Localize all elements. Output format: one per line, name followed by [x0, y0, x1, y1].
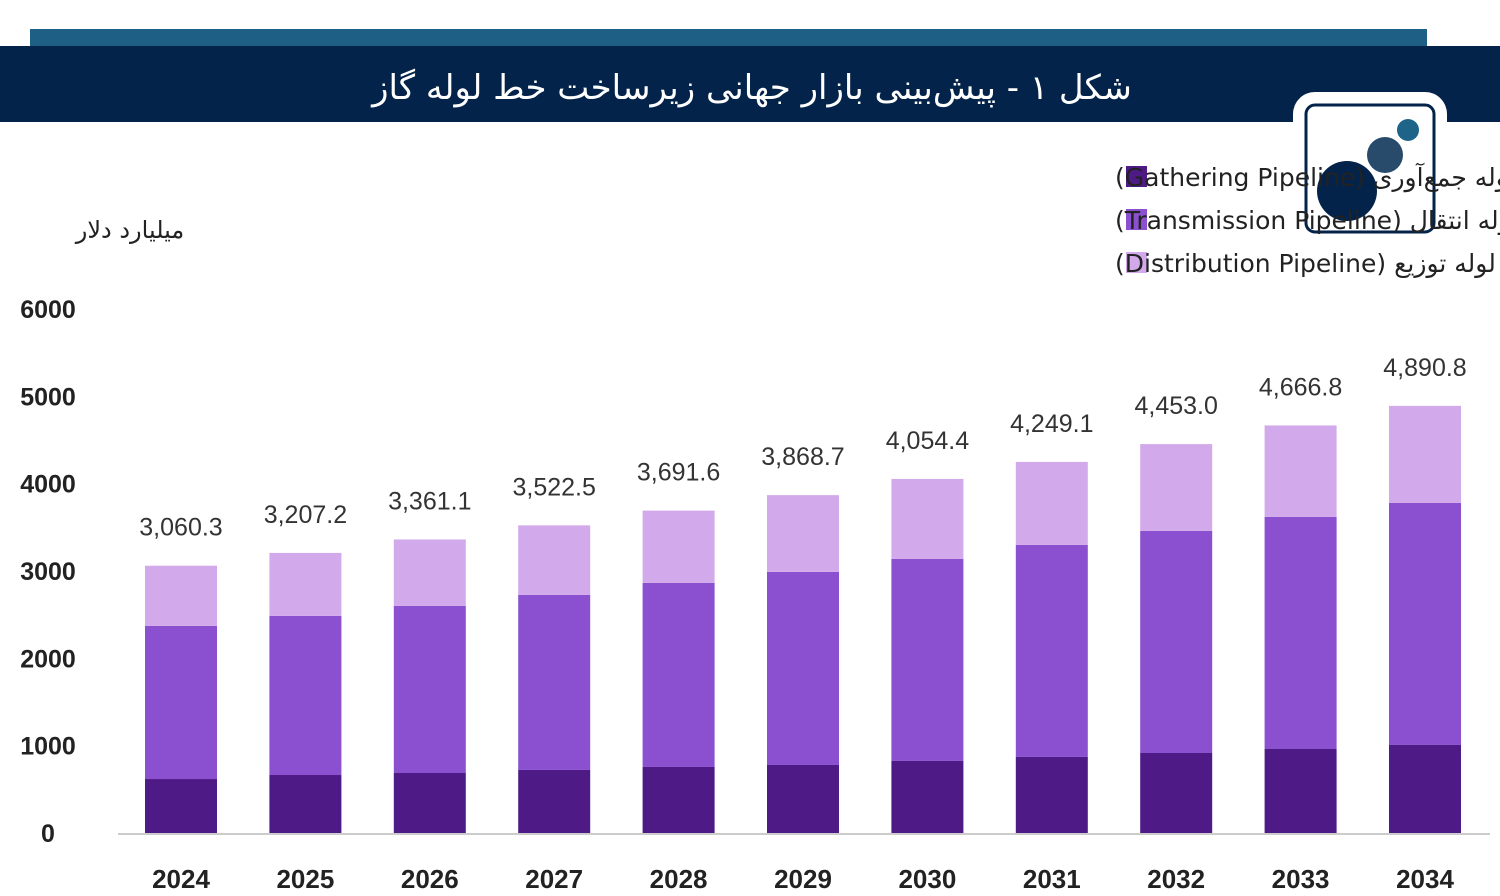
- bar-segment: [1140, 444, 1213, 531]
- x-tick-label: 2026: [401, 864, 459, 894]
- x-tick-label: 2033: [1272, 864, 1330, 894]
- y-tick-label: 2000: [20, 645, 76, 673]
- bar-segment: [1140, 753, 1213, 833]
- x-tick-label: 2031: [1023, 864, 1081, 894]
- bar-segment: [393, 773, 466, 833]
- y-tick-label: 6000: [20, 296, 76, 324]
- bar-segment: [518, 769, 591, 833]
- bar-segment: [269, 552, 342, 616]
- y-tick-label: 5000: [20, 383, 76, 411]
- x-tick-label: 2030: [898, 864, 956, 894]
- bar-segment: [393, 539, 466, 606]
- bar-segment: [891, 558, 964, 761]
- bar-segment: [1389, 405, 1461, 503]
- x-tick-label: 2024: [152, 864, 210, 894]
- bar-segment: [1015, 756, 1088, 833]
- bar-total-label: 4,666.8: [1259, 373, 1342, 401]
- x-tick-label: 2027: [525, 864, 583, 894]
- bar-segment: [1389, 502, 1461, 745]
- chart-title: شکل ۱ - پیش‌بینی بازار جهانی زیرساخت خط …: [370, 68, 1132, 108]
- bar-total-label: 4,890.8: [1383, 354, 1466, 382]
- legend: خط لوله جمع‌آوری (Gathering Pipeline) خط …: [1115, 162, 1500, 279]
- x-tick-label: 2032: [1147, 864, 1205, 894]
- bar-total-label: 3,868.7: [761, 443, 844, 471]
- x-axis: 2024 2025 2026 2027 2028 2029 2030 2031 2032 2033…: [152, 864, 1454, 894]
- bar-segment: [269, 775, 342, 833]
- y-tick-label: 0: [41, 820, 55, 848]
- bar-segment: [1015, 461, 1088, 545]
- legend-swatch: [1126, 252, 1147, 273]
- bar-total-label: 3,060.3: [139, 514, 222, 542]
- x-tick-label: 2029: [774, 864, 832, 894]
- bar-total-label: 3,691.6: [637, 459, 720, 487]
- bar-segment: [145, 565, 217, 626]
- y-tick-label: 3000: [20, 558, 76, 586]
- bar-segment: [518, 594, 591, 770]
- bar-total-label: 3,361.1: [388, 487, 471, 515]
- legend-label: خط لوله توزیع (Distribution Pipeline): [1115, 249, 1500, 279]
- bars: 3,060.3 3,207.2 3,361.1 3,522.5 3,691.6 3,868…: [139, 354, 1467, 833]
- y-axis-unit-label: میلیارد دلار: [75, 216, 184, 244]
- x-tick-label: 2025: [276, 864, 334, 894]
- legend-label: خط لوله انتقال (Transmission Pipeline): [1115, 206, 1500, 235]
- bar-segment: [891, 478, 964, 559]
- bar-segment: [767, 764, 839, 833]
- x-tick-label: 2028: [650, 864, 708, 894]
- bar-segment: [1264, 425, 1337, 517]
- x-tick-label: 2034: [1396, 864, 1454, 894]
- bar-total-label: 4,249.1: [1010, 410, 1093, 438]
- header-strip: [30, 29, 1427, 47]
- bar-segment: [1264, 748, 1337, 833]
- bar-segment: [1140, 530, 1213, 754]
- bar-segment: [1264, 516, 1337, 749]
- bar-segment: [767, 495, 839, 572]
- bar-segment: [1015, 544, 1088, 757]
- y-tick-label: 4000: [20, 471, 76, 499]
- bar-segment: [767, 571, 839, 765]
- legend-swatch: [1126, 166, 1147, 187]
- y-axis: 0 1000 2000 3000 4000 5000 6000: [20, 296, 76, 848]
- legend-label: خط لوله جمع‌آوری (Gathering Pipeline): [1115, 162, 1500, 193]
- legend-swatch: [1126, 209, 1147, 230]
- logo: [1293, 92, 1447, 242]
- header-bar: [0, 46, 1500, 122]
- bar-total-label: 4,453.0: [1134, 392, 1217, 420]
- bar-total-label: 4,054.4: [886, 427, 970, 455]
- bar-total-label: 3,522.5: [512, 473, 595, 501]
- bar-segment: [269, 615, 342, 776]
- bar-segment: [518, 525, 591, 595]
- bar-segment: [642, 510, 715, 583]
- bar-segment: [891, 760, 964, 833]
- bar-segment: [642, 766, 715, 833]
- y-tick-label: 1000: [20, 733, 76, 761]
- bar-segment: [393, 605, 466, 774]
- bar-segment: [145, 779, 217, 833]
- bar-segment: [642, 582, 715, 767]
- bar-total-label: 3,207.2: [264, 501, 347, 529]
- bar-segment: [145, 625, 217, 780]
- bar-segment: [1389, 744, 1461, 833]
